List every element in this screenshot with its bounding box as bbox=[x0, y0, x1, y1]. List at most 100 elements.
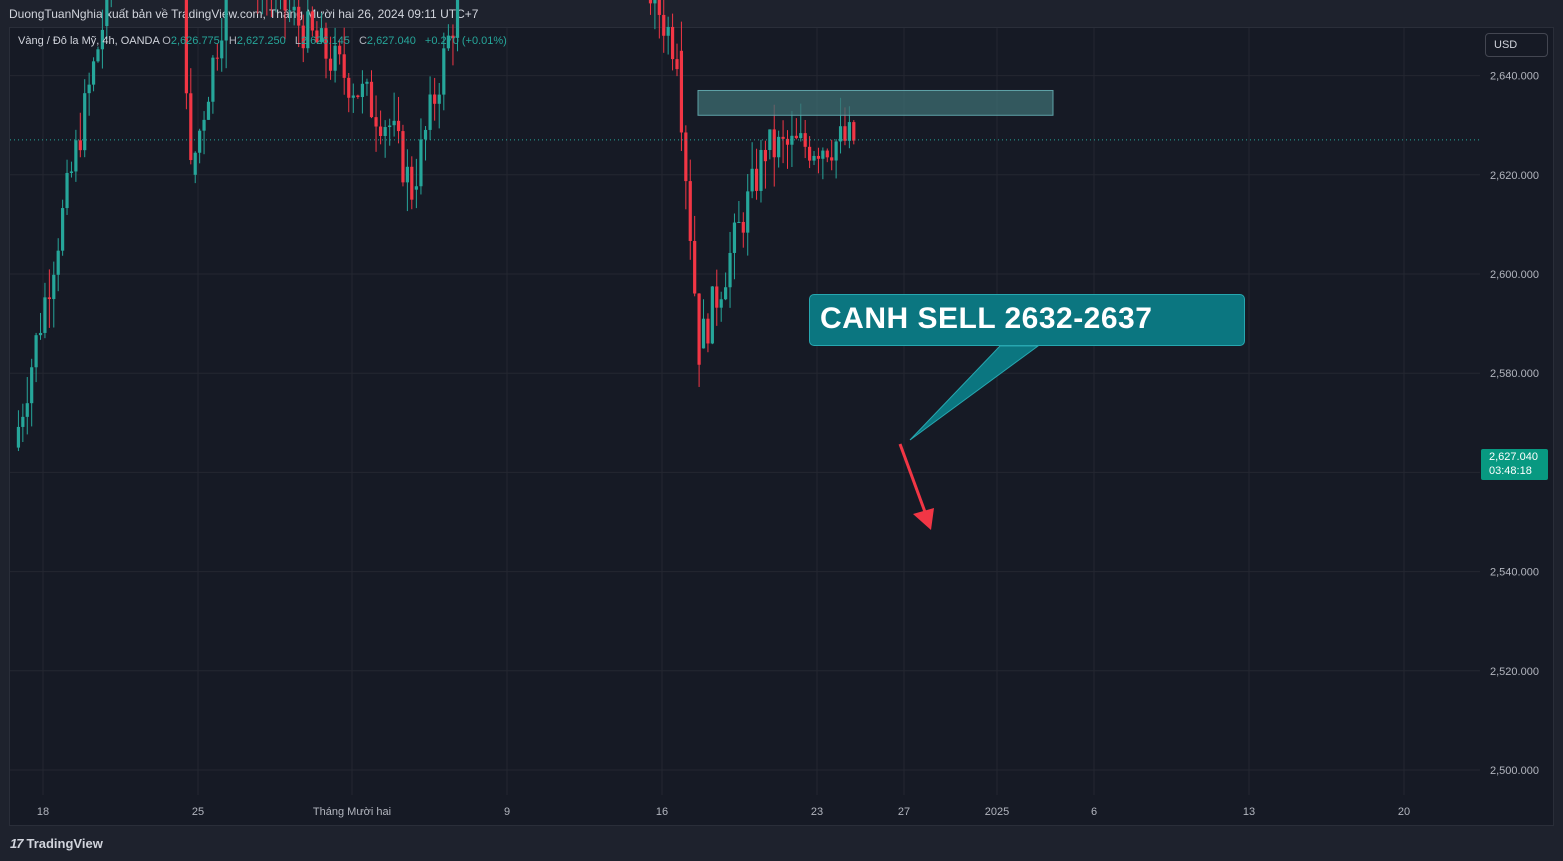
candle-body bbox=[693, 240, 697, 294]
candle-body bbox=[759, 149, 763, 191]
candle-body bbox=[679, 50, 684, 133]
publish-header: DuongTuanNghia xuất bản về TradingView.c… bbox=[0, 0, 1563, 28]
candle-body bbox=[772, 129, 776, 158]
time-axis-label: 23 bbox=[811, 806, 823, 818]
candle-body bbox=[410, 166, 414, 200]
time-axis-label: 9 bbox=[504, 806, 510, 818]
candle-body bbox=[105, 0, 109, 26]
candle-body bbox=[30, 367, 34, 404]
candle-body bbox=[392, 120, 396, 126]
candle-body bbox=[379, 126, 383, 137]
publish-info: DuongTuanNghia xuất bản về TradingView.c… bbox=[9, 7, 479, 21]
candle-body bbox=[442, 48, 446, 95]
candle-body bbox=[61, 208, 65, 251]
down-arrow-head bbox=[913, 508, 934, 530]
candle-body bbox=[306, 11, 310, 49]
candle-body bbox=[215, 57, 219, 59]
candle-body bbox=[657, 0, 661, 15]
candle-body bbox=[25, 403, 29, 417]
candle-body bbox=[830, 157, 834, 161]
candle-body bbox=[437, 94, 441, 104]
candle-body bbox=[69, 171, 74, 173]
price-axis-label: 2,540.000 bbox=[1490, 567, 1539, 579]
candle-body bbox=[342, 54, 346, 78]
candle-body bbox=[666, 26, 670, 36]
candle-body bbox=[198, 130, 202, 153]
time-axis-label: 18 bbox=[37, 806, 49, 818]
candle-body bbox=[414, 186, 418, 190]
open-value: 2,626.775 bbox=[170, 35, 220, 47]
candle-body bbox=[732, 222, 737, 253]
time-axis-label: 25 bbox=[192, 806, 204, 818]
symbol-label[interactable]: Vàng / Đô la Mỹ, 4h, OANDA bbox=[18, 35, 160, 47]
currency-button[interactable]: USD bbox=[1485, 33, 1548, 57]
time-axis-label: 20 bbox=[1398, 806, 1410, 818]
candle-body bbox=[189, 93, 193, 161]
candle-body bbox=[301, 25, 305, 49]
candle-body bbox=[724, 287, 728, 300]
candle-body bbox=[737, 221, 741, 223]
candle-body bbox=[648, 0, 653, 4]
candle-body bbox=[347, 77, 351, 98]
candle-body bbox=[83, 93, 87, 151]
candle-body bbox=[821, 150, 825, 159]
candle-body bbox=[816, 155, 821, 159]
candle-body bbox=[777, 136, 781, 158]
candle-body bbox=[662, 14, 666, 36]
candle-body bbox=[43, 297, 47, 333]
candle-body bbox=[799, 133, 803, 139]
candle-body bbox=[34, 335, 38, 368]
candle-body bbox=[794, 135, 798, 139]
candle-body bbox=[356, 95, 360, 98]
sell-callout[interactable]: CANH SELL 2632-2637 bbox=[809, 294, 1245, 346]
candle-body bbox=[100, 29, 104, 50]
candle-body bbox=[401, 131, 405, 183]
candle-body bbox=[288, 10, 292, 12]
last-price-tag: 2,627.040 03:48:18 bbox=[1481, 449, 1548, 480]
candle-body bbox=[65, 172, 69, 209]
candle-body bbox=[781, 136, 785, 139]
candle-body bbox=[446, 35, 450, 49]
candle-body bbox=[211, 57, 215, 102]
close-label: C bbox=[358, 35, 367, 47]
candle-body bbox=[785, 138, 790, 145]
candle-body bbox=[193, 152, 197, 175]
down-arrow-shaft bbox=[898, 443, 927, 513]
price-axis-label: 2,640.000 bbox=[1490, 71, 1539, 83]
candle-body bbox=[697, 293, 701, 365]
high-value: 2,627.250 bbox=[236, 35, 286, 47]
candle-body bbox=[741, 221, 745, 233]
low-value: 2,626.145 bbox=[300, 35, 350, 47]
candle-body bbox=[808, 146, 812, 161]
tradingview-brand[interactable]: 17 TradingView bbox=[10, 834, 103, 854]
chart-pane[interactable] bbox=[9, 27, 1554, 826]
time-axis-label: Tháng Mười hai bbox=[313, 806, 391, 818]
candle-body bbox=[292, 6, 296, 11]
candle-body bbox=[383, 127, 387, 137]
last-price-value: 2,627.040 bbox=[1489, 451, 1538, 463]
candle-body bbox=[369, 81, 374, 118]
candle-body bbox=[847, 122, 851, 141]
candle-body bbox=[433, 94, 437, 104]
candle-body bbox=[396, 120, 401, 132]
candle-body bbox=[728, 252, 732, 288]
time-axis-label: 27 bbox=[898, 806, 910, 818]
time-axis-label: 2025 bbox=[985, 806, 1009, 818]
candle-body bbox=[91, 61, 96, 85]
candle-body bbox=[701, 318, 706, 349]
candle-body bbox=[56, 250, 60, 275]
candle-body bbox=[224, 0, 228, 41]
candle-body bbox=[297, 6, 301, 26]
close-value: 2,627.040 bbox=[366, 35, 416, 47]
candle-body bbox=[351, 95, 355, 98]
callout-pointer bbox=[909, 345, 1040, 441]
candle-body bbox=[706, 318, 710, 344]
candle-body bbox=[455, 0, 460, 38]
candle-body bbox=[202, 119, 206, 131]
candle-body bbox=[419, 139, 423, 187]
candle-body bbox=[206, 101, 211, 120]
price-axis-label: 2,520.000 bbox=[1490, 666, 1539, 678]
time-axis-label: 6 bbox=[1091, 806, 1097, 818]
candle-body bbox=[763, 149, 767, 162]
